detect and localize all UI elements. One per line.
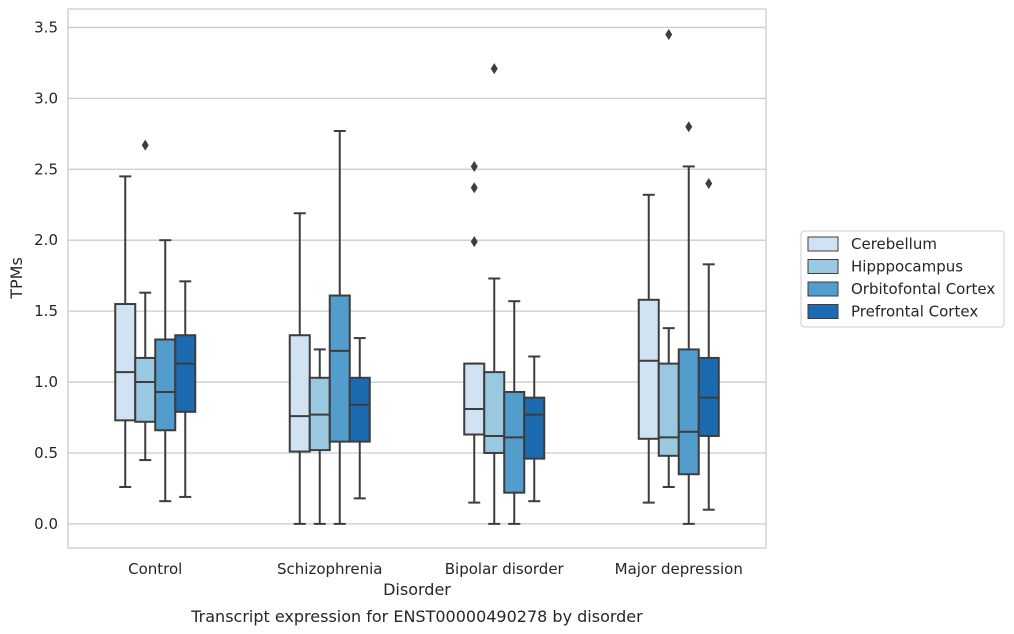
box-plots bbox=[114, 29, 720, 525]
box-prefrontal-cortex bbox=[348, 337, 371, 500]
legend-label: Prefrontal Cortex bbox=[851, 303, 978, 321]
box-iqr bbox=[348, 376, 371, 443]
y-tick-label: 0.0 bbox=[34, 515, 58, 533]
legend-frame bbox=[800, 230, 1005, 328]
plot-frame bbox=[67, 8, 767, 549]
outlier-point bbox=[470, 160, 478, 172]
outlier-point bbox=[141, 139, 149, 151]
box-cerebellum bbox=[637, 193, 660, 504]
box-prefrontal-cortex bbox=[523, 355, 546, 503]
box-iqr bbox=[328, 294, 351, 443]
outlier-point bbox=[665, 29, 673, 41]
box-cerebellum bbox=[463, 160, 486, 504]
box-prefrontal-cortex bbox=[174, 280, 197, 498]
box-iqr bbox=[677, 348, 700, 476]
box-orbitofontal-cortex bbox=[677, 121, 700, 525]
y-axis-title: TPMs bbox=[7, 257, 26, 300]
x-tick-label: Major depression bbox=[615, 560, 743, 578]
x-axis-ticks: Control Schizophrenia Bipolar disorder Majo… bbox=[128, 560, 743, 578]
box-iqr bbox=[463, 362, 486, 436]
box-orbitofontal-cortex bbox=[503, 300, 526, 525]
box-cerebellum bbox=[114, 175, 137, 489]
legend-label: Hipppocampus bbox=[851, 258, 963, 276]
y-tick-label: 1.0 bbox=[34, 373, 58, 391]
box-hipppocampus bbox=[657, 29, 680, 489]
box-hipppocampus bbox=[483, 63, 506, 525]
x-tick-label: Control bbox=[128, 560, 182, 578]
legend-label: Cerebellum bbox=[851, 235, 937, 253]
y-tick-label: 3.0 bbox=[34, 89, 58, 107]
box-iqr bbox=[154, 338, 177, 432]
outlier-point bbox=[705, 177, 713, 189]
y-axis-ticks: 0.0 0.5 1.0 1.5 2.0 2.5 3.0 3.5 bbox=[34, 18, 58, 532]
legend-swatch bbox=[807, 236, 839, 252]
y-tick-label: 2.0 bbox=[34, 231, 58, 249]
outlier-point bbox=[470, 236, 478, 248]
box-iqr bbox=[114, 303, 137, 422]
box-cerebellum bbox=[288, 212, 311, 525]
box-iqr bbox=[288, 334, 311, 453]
box-iqr bbox=[503, 390, 526, 494]
outlier-point bbox=[685, 121, 693, 133]
x-tick-label: Schizophrenia bbox=[277, 560, 382, 578]
legend-label: Orbitofontal Cortex bbox=[851, 280, 995, 298]
x-axis-title: Disorder bbox=[383, 580, 451, 599]
y-tick-label: 1.5 bbox=[34, 302, 58, 320]
x-tick-label: Bipolar disorder bbox=[445, 560, 565, 578]
outlier-point bbox=[470, 182, 478, 194]
legend: Cerebellum Hipppocampus Orbitofontal Corte… bbox=[800, 230, 1005, 328]
box-iqr bbox=[657, 362, 680, 457]
box-orbitofontal-cortex bbox=[328, 129, 351, 525]
chart-caption: Transcript expression for ENST0000049027… bbox=[190, 607, 643, 626]
box-iqr bbox=[523, 396, 546, 460]
box-iqr bbox=[483, 371, 506, 454]
y-tick-label: 3.5 bbox=[34, 18, 58, 36]
box-prefrontal-cortex bbox=[697, 177, 720, 511]
y-tick-label: 0.5 bbox=[34, 444, 58, 462]
box-iqr bbox=[637, 298, 660, 440]
legend-swatch bbox=[807, 259, 839, 274]
legend-swatch bbox=[807, 304, 839, 319]
box-orbitofontal-cortex bbox=[154, 239, 177, 503]
box-iqr bbox=[134, 356, 157, 423]
legend-swatch bbox=[807, 281, 839, 297]
y-tick-label: 2.5 bbox=[34, 160, 58, 178]
box-hipppocampus bbox=[134, 139, 157, 462]
box-iqr bbox=[174, 334, 197, 413]
box-hipppocampus bbox=[308, 348, 331, 525]
outlier-point bbox=[490, 63, 498, 75]
